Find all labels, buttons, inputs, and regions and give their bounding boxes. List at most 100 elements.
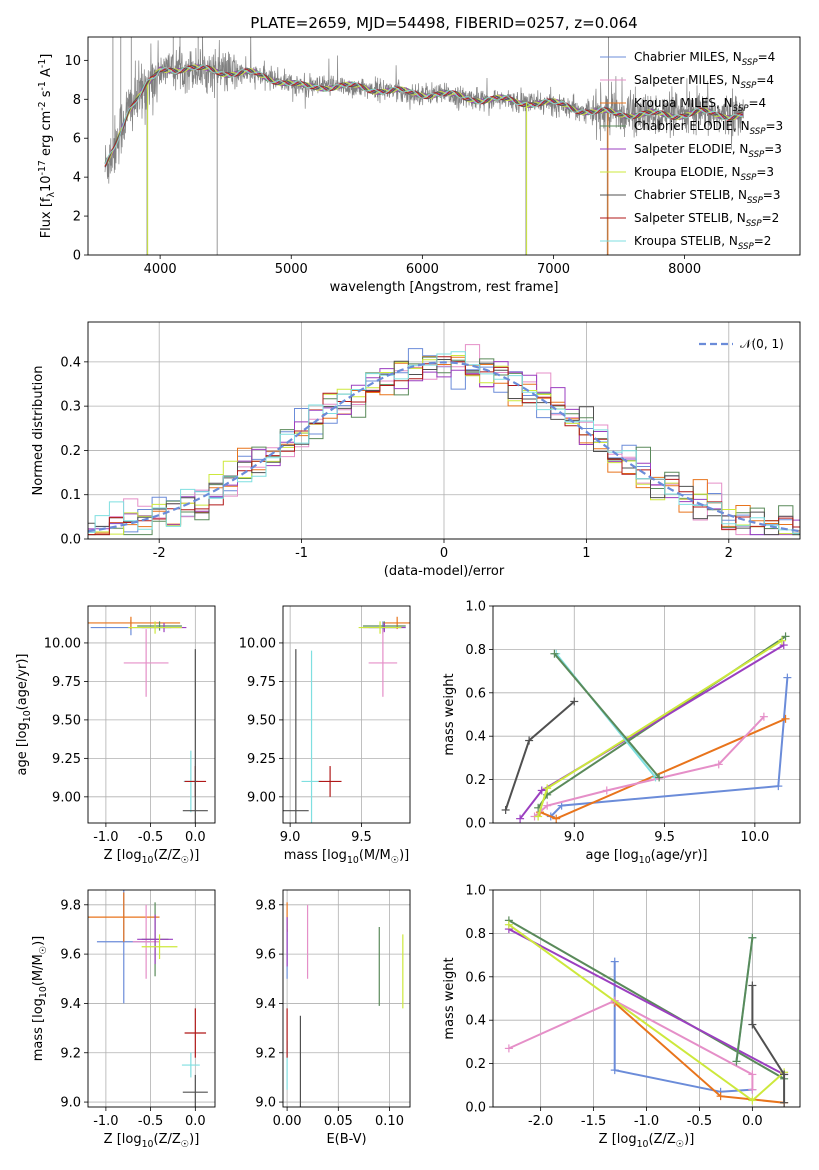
y-tick-label: 0.2 <box>60 444 81 459</box>
y-tick-label: 0.1 <box>60 488 81 503</box>
y-axis-label: mass [log10(M/M☉)] <box>31 936 49 1062</box>
residual-histogram-7 <box>88 356 800 536</box>
label-span: (Z/Z <box>154 1132 181 1147</box>
x-tick-label: 10.0 <box>740 830 769 845</box>
label-span: SSP <box>741 81 758 91</box>
plot-area <box>88 616 208 823</box>
label-span: -2 <box>37 101 48 110</box>
label-span: ☉ <box>38 946 49 954</box>
x-tick-label: 0.0 <box>185 830 206 845</box>
x-tick-label: 6000 <box>406 262 439 277</box>
x-tick-label: 0.0 <box>742 1114 763 1129</box>
y-tick-label: 10 <box>64 54 81 69</box>
y-tick-label: 0.4 <box>465 730 486 745</box>
label-span: (age/yr)] <box>651 848 708 863</box>
series-line-7 <box>553 653 660 779</box>
y-tick-label: 0.4 <box>60 355 81 370</box>
label-span: Salpeter ELODIE, N <box>634 142 748 156</box>
label-span: Chabrier STELIB, N <box>634 188 747 202</box>
x-tick-label: 4000 <box>144 262 177 277</box>
errorbar-point <box>88 892 160 942</box>
label-span: Chabrier ELODIE, N <box>634 119 750 133</box>
axes-frame <box>87 36 801 256</box>
y-tick-label: 9.50 <box>52 713 81 728</box>
y-tick-label: 0 <box>73 249 81 264</box>
x-tick-label: 9.0 <box>564 830 585 845</box>
label-span: E(B-V) <box>326 1132 366 1147</box>
y-tick-label: 9.8 <box>255 898 276 913</box>
plot-area <box>104 37 744 255</box>
plot-area <box>501 632 792 823</box>
label-span: -1 <box>37 59 48 68</box>
x-tick-label: -0.5 <box>138 1114 163 1129</box>
label-span: =2 <box>762 211 780 225</box>
label-span: 10 <box>142 1139 154 1150</box>
x-tick-label: 7000 <box>537 262 570 277</box>
errorbar-point <box>141 934 178 960</box>
legend-label: Kroupa MILES, NSSP=4 <box>634 96 766 114</box>
errorbar-point <box>184 1008 207 1058</box>
x-axis-label: Z [log10(Z/Z☉)] <box>104 848 200 866</box>
plot-area <box>88 890 208 1107</box>
x-tick-label: -1.0 <box>93 1114 118 1129</box>
label-span: 10 <box>38 986 49 998</box>
label-span: Kroupa STELIB, N <box>634 234 738 248</box>
residual-histogram-2 <box>88 356 800 536</box>
label-span: =3 <box>756 165 774 179</box>
x-tick-label: 0.00 <box>273 1114 302 1129</box>
label-span: 10 <box>22 710 33 722</box>
x-axis-label: wavelength [Angstrom, rest frame] <box>330 280 559 295</box>
label-span: =4 <box>756 73 774 87</box>
x-tick-label: 0.0 <box>185 1114 206 1129</box>
y-axis-label: age [log10(age/yr)] <box>15 654 33 776</box>
label-span: wavelength [Angstrom, rest frame] <box>330 280 559 295</box>
label-span: =2 <box>754 234 772 248</box>
y-tick-label: 6 <box>73 132 81 147</box>
label-span: 10 <box>347 855 359 866</box>
errorbar-point <box>182 1074 208 1107</box>
errorbar-point <box>137 621 182 631</box>
y-tick-label: 9.75 <box>247 675 276 690</box>
label-span: SSP <box>733 104 750 114</box>
errorbar-point <box>301 650 322 823</box>
axes-frame <box>492 889 801 1108</box>
label-span: (M/M <box>31 954 46 986</box>
label-span: Kroupa ELODIE, N <box>634 165 741 179</box>
model-line-6 <box>104 65 743 168</box>
label-span: Z [log <box>104 1132 142 1147</box>
errorbar-point <box>181 1052 200 1078</box>
label-span: (data-model)/error <box>384 564 505 579</box>
legend-label: Salpeter ELODIE, NSSP=3 <box>634 142 782 160</box>
errorbar-point <box>358 621 402 634</box>
label-span: (age/yr)] <box>15 654 30 711</box>
y-tick-label: 2 <box>73 210 81 225</box>
errorbar-point <box>128 621 182 634</box>
legend-label: Kroupa STELIB, NSSP=2 <box>634 234 771 252</box>
x-tick-label: -1 <box>295 546 308 561</box>
x-tick-label: 8000 <box>668 262 701 277</box>
axes-frame <box>87 889 216 1108</box>
residual-histogram-8 <box>88 351 800 535</box>
label-span: =3 <box>764 142 782 156</box>
y-tick-label: 0.2 <box>465 773 486 788</box>
y-tick-label: 9.2 <box>60 1046 81 1061</box>
model-line-7 <box>104 64 744 167</box>
label-span: age [log <box>586 848 639 863</box>
x-tick-label: -0.5 <box>687 1114 712 1129</box>
label-span: Kroupa MILES, N <box>634 96 733 110</box>
label-span: Flux [f <box>39 197 54 238</box>
x-tick-label: 9.5 <box>654 830 675 845</box>
label-span: age [log <box>15 722 30 775</box>
label-span: -1 <box>37 81 48 90</box>
legend-label: Salpeter MILES, NSSP=4 <box>634 73 774 91</box>
x-tick-label: -1.0 <box>93 830 118 845</box>
y-tick-label: 0.4 <box>465 1014 486 1029</box>
label-span: )] <box>189 1132 199 1147</box>
label-span: (0, 1) <box>752 337 784 351</box>
y-tick-label: 1.0 <box>465 600 486 615</box>
label-span: ] <box>39 54 54 59</box>
label-span: =3 <box>765 119 783 133</box>
x-axis-label: mass [log10(M/M☉)] <box>284 848 410 866</box>
